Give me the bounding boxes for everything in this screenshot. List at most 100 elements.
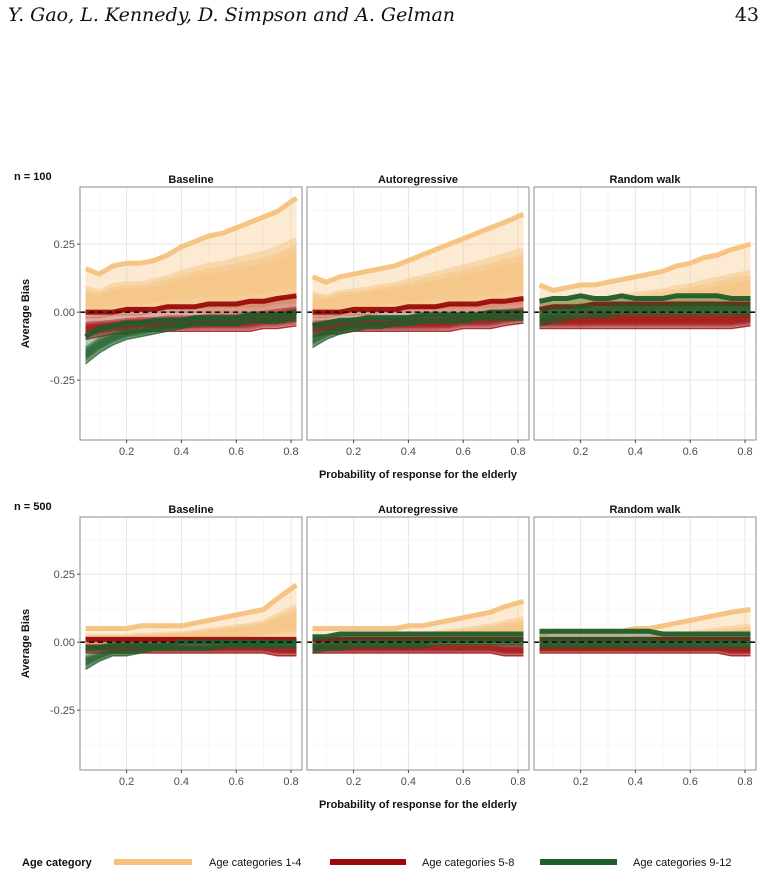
panel-title: Random walk [610, 504, 682, 516]
band-lower-edge [539, 316, 751, 322]
y-axis-label: Average Bias [20, 609, 32, 678]
panel-data [84, 195, 298, 365]
x-tick-label: 0.2 [346, 446, 361, 458]
x-tick-label: 0.6 [229, 446, 244, 458]
band-core [85, 253, 297, 310]
band-core [85, 315, 297, 363]
x-tick-label: 0.2 [573, 446, 588, 458]
band-age-categories-1-4 [311, 211, 525, 319]
panel-autoregressive: Autoregressive 0.2 0.4 0.6 0.8 [306, 174, 530, 458]
band-core [85, 310, 297, 335]
band-upper-edge [312, 631, 524, 640]
band-core [312, 315, 524, 345]
page-header: Y. Gao, L. Kennedy, D. Simpson and A. Ge… [0, 0, 765, 40]
band-area [539, 244, 751, 321]
band-core [85, 611, 297, 642]
panel-random-walk: Random walk 0.2 0.4 0.6 0.8 [533, 504, 757, 788]
panel-title: Baseline [168, 504, 213, 516]
panel-autoregressive: Autoregressive 0.2 0.4 0.6 0.8 [306, 504, 530, 788]
x-tick-label: 0.4 [401, 446, 416, 458]
band-core [85, 315, 297, 361]
band-lower-edge [85, 646, 297, 670]
band-core [539, 313, 751, 327]
legend-item-label: Age categories 5-8 [422, 857, 514, 869]
band-upper-edge [84, 195, 298, 277]
x-tick-label: 0.4 [174, 776, 189, 788]
band-lower-edge [85, 652, 297, 657]
panel-baseline: Baseline 0.2 0.4 0.6 0.8 [79, 504, 303, 788]
band-upper-edge [312, 309, 524, 329]
row-label: n = 500 [14, 501, 52, 513]
y-tick-label: 0.00 [54, 307, 75, 319]
panel-border [533, 516, 757, 771]
x-tick-label: 0.4 [174, 446, 189, 458]
band-core [85, 604, 297, 644]
x-tick-label: 0.4 [628, 446, 643, 458]
row-label: n = 100 [14, 171, 52, 183]
band-core [85, 245, 297, 313]
y-tick-label: -0.25 [50, 375, 75, 387]
band-age-categories-9-12 [312, 309, 524, 349]
band-lower-edge [312, 644, 524, 654]
panel-data [539, 607, 751, 657]
band-area [539, 304, 751, 329]
y-tick-label: 0.25 [54, 569, 75, 581]
x-tick-label: 0.8 [737, 776, 752, 788]
band-upper-edge [312, 598, 525, 631]
y-tick-label: -0.25 [50, 705, 75, 717]
x-tick-label: 0.2 [346, 776, 361, 788]
x-tick-label: 0.8 [283, 776, 298, 788]
band-age-categories-1-4 [85, 582, 298, 646]
panel-data [312, 598, 525, 657]
band-core [539, 623, 751, 650]
band-core [85, 316, 297, 359]
panel-border [79, 186, 303, 441]
band-core [312, 261, 524, 311]
panel-random-walk: Random walk 0.2 0.4 0.6 0.8 [533, 174, 757, 458]
x-tick-label: 0.8 [510, 446, 525, 458]
legend-title: Age category [22, 857, 93, 869]
band-core [85, 608, 297, 643]
panel-title: Autoregressive [378, 504, 458, 516]
band-core [539, 303, 751, 323]
band-age-categories-9-12 [84, 309, 297, 365]
band-area [539, 295, 751, 326]
band-area [85, 197, 297, 318]
panel-data [538, 241, 752, 330]
x-tick-label: 0.6 [229, 776, 244, 788]
page-number: 43 [734, 4, 759, 26]
band-lower-edge [539, 652, 751, 657]
band-core [85, 644, 297, 669]
band-age-categories-9-12 [539, 628, 751, 649]
panel-border [306, 516, 530, 771]
panel-title: Baseline [168, 174, 213, 186]
page-authors: Y. Gao, L. Kennedy, D. Simpson and A. Ge… [8, 4, 456, 26]
band-upper-edge [85, 293, 297, 315]
x-tick-label: 0.4 [628, 776, 643, 788]
legend: Age category Age categories 1-4 Age catego… [22, 857, 731, 869]
band-area [85, 585, 297, 645]
band-core [312, 310, 524, 332]
band-upper-edge [538, 241, 752, 293]
band-lower-edge [312, 652, 524, 657]
band-upper-edge [311, 211, 525, 285]
x-tick-label: 0.8 [283, 446, 298, 458]
band-lower-edge [85, 319, 297, 365]
band-upper-edge [85, 582, 298, 631]
chart-row-1: n = 100 Average Bias Probability of respon… [14, 171, 757, 481]
band-core [312, 254, 524, 314]
x-tick-label: 0.6 [683, 776, 698, 788]
band-core [312, 316, 524, 344]
panel-data [85, 582, 298, 670]
legend-item-label: Age categories 1-4 [209, 857, 301, 869]
x-tick-label: 0.8 [737, 446, 752, 458]
band-upper-edge [539, 301, 751, 312]
band-core [85, 644, 297, 667]
legend-item-label: Age categories 9-12 [633, 857, 731, 869]
band-core [85, 644, 297, 666]
panel-baseline: Baseline 0.2 0.4 0.6 0.8 [79, 174, 303, 458]
x-tick-label: 0.6 [456, 776, 471, 788]
band-lower-edge [539, 314, 751, 327]
band-upper-edge [84, 309, 297, 339]
